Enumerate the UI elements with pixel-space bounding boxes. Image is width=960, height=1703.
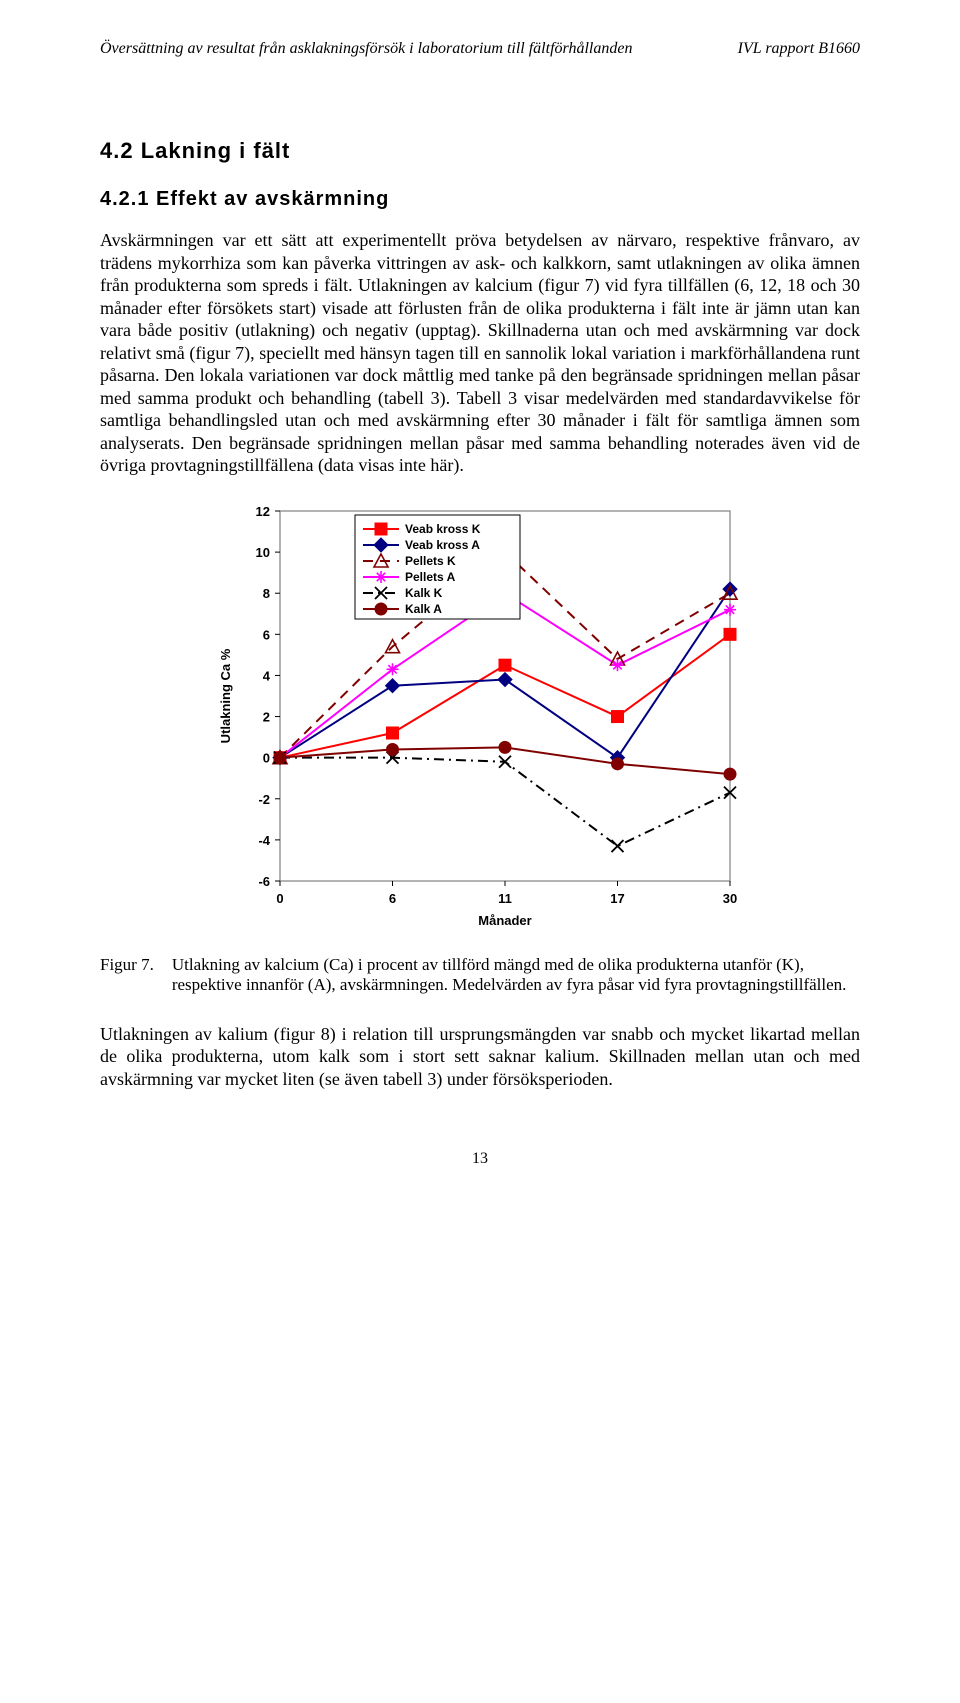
svg-text:-6: -6 bbox=[258, 874, 270, 889]
running-header: Översättning av resultat från asklakning… bbox=[100, 40, 860, 58]
svg-text:Månader: Månader bbox=[478, 913, 531, 928]
svg-text:4: 4 bbox=[263, 668, 271, 683]
svg-text:Veab kross A: Veab kross A bbox=[405, 538, 480, 552]
svg-text:-4: -4 bbox=[258, 832, 270, 847]
chart-ca-leaching: -6 -4 -2 0 2 4 6 8 10 12 0 6 11 17 30 Månader Utlakning … bbox=[210, 501, 750, 931]
svg-text:12: 12 bbox=[256, 504, 270, 519]
svg-text:17: 17 bbox=[610, 891, 624, 906]
paragraph-1: Avskärmningen var ett sätt att experimen… bbox=[100, 229, 860, 477]
header-right: IVL rapport B1660 bbox=[738, 40, 860, 58]
svg-text:10: 10 bbox=[256, 545, 270, 560]
figure-label: Figur 7. bbox=[100, 955, 154, 995]
svg-text:8: 8 bbox=[263, 586, 270, 601]
svg-text:Pellets A: Pellets A bbox=[405, 570, 456, 584]
paragraph-2: Utlakningen av kalium (figur 8) i relati… bbox=[100, 1023, 860, 1091]
svg-text:6: 6 bbox=[389, 891, 396, 906]
subsection-heading: 4.2.1 Effekt av avskärmning bbox=[100, 188, 860, 211]
svg-text:Kalk A: Kalk A bbox=[405, 602, 442, 616]
svg-text:Veab kross K: Veab kross K bbox=[405, 522, 481, 536]
svg-text:6: 6 bbox=[263, 627, 270, 642]
svg-text:-2: -2 bbox=[258, 791, 270, 806]
header-left: Översättning av resultat från asklakning… bbox=[100, 40, 632, 58]
svg-text:Kalk K: Kalk K bbox=[405, 586, 443, 600]
svg-text:2: 2 bbox=[263, 709, 270, 724]
figure-caption: Figur 7. Utlakning av kalcium (Ca) i pro… bbox=[100, 955, 860, 995]
figure-caption-text: Utlakning av kalcium (Ca) i procent av t… bbox=[172, 955, 860, 995]
section-heading: 4.2 Lakning i fält bbox=[100, 138, 860, 164]
svg-text:30: 30 bbox=[723, 891, 737, 906]
svg-text:Pellets K: Pellets K bbox=[405, 554, 456, 568]
svg-text:0: 0 bbox=[263, 750, 270, 765]
svg-text:11: 11 bbox=[498, 891, 512, 906]
svg-text:Utlakning Ca %: Utlakning Ca % bbox=[218, 648, 233, 743]
page-number: 13 bbox=[100, 1150, 860, 1168]
svg-text:0: 0 bbox=[276, 891, 283, 906]
